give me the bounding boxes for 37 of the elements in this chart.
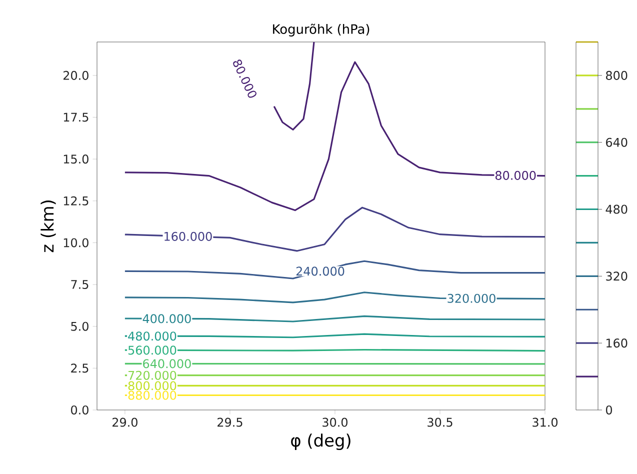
x-tick-label: 29.5 (218, 418, 242, 427)
series-label: 800.000 (128, 381, 176, 390)
x-tick-label: 30.5 (428, 418, 452, 427)
x-tick-label: 30.0 (322, 418, 348, 427)
series-label: 560.000 (128, 346, 176, 355)
series-label: 80.000 (496, 170, 536, 180)
line-series (124, 206, 546, 252)
text: 640 (606, 138, 628, 147)
line-series (124, 292, 546, 304)
text: 0 (606, 405, 612, 415)
x-tick-label: 31.0 (532, 418, 558, 427)
chart-title: Kogurõhk (hPa) (273, 24, 370, 36)
line-series (124, 260, 546, 280)
y-tick-label: 12.5 (64, 196, 88, 206)
text: 320 (606, 272, 628, 281)
y-axis-title: z (km) (40, 200, 56, 252)
y-tick-label: 5.0 (71, 322, 88, 331)
series-label: 160.000 (164, 232, 212, 241)
y-tick-label: 20.0 (63, 70, 88, 80)
y-tick-label: 2.5 (71, 364, 88, 373)
series-label: 880.000 (128, 390, 176, 400)
series-label: 320.000 (448, 294, 496, 303)
series-label: 480.000 (128, 332, 176, 341)
y-tick-label: 7.5 (71, 280, 88, 289)
x-axis-title: φ (deg) (291, 434, 350, 450)
series-label: 640.000 (143, 359, 191, 368)
y-tick-label: 0.0 (71, 405, 88, 415)
series-label: 720.000 (128, 370, 176, 380)
text: 480 (606, 204, 628, 214)
y-tick-label: 17.5 (64, 112, 88, 122)
y-tick-label: 10.0 (64, 238, 88, 248)
y-tick-label: 15.0 (64, 154, 88, 164)
text: 160 (606, 338, 628, 348)
x-tick-label: 29.0 (112, 418, 138, 427)
text: 800 (606, 70, 628, 80)
series-label: 240.000 (296, 266, 344, 276)
series-label: 400.000 (142, 314, 191, 324)
